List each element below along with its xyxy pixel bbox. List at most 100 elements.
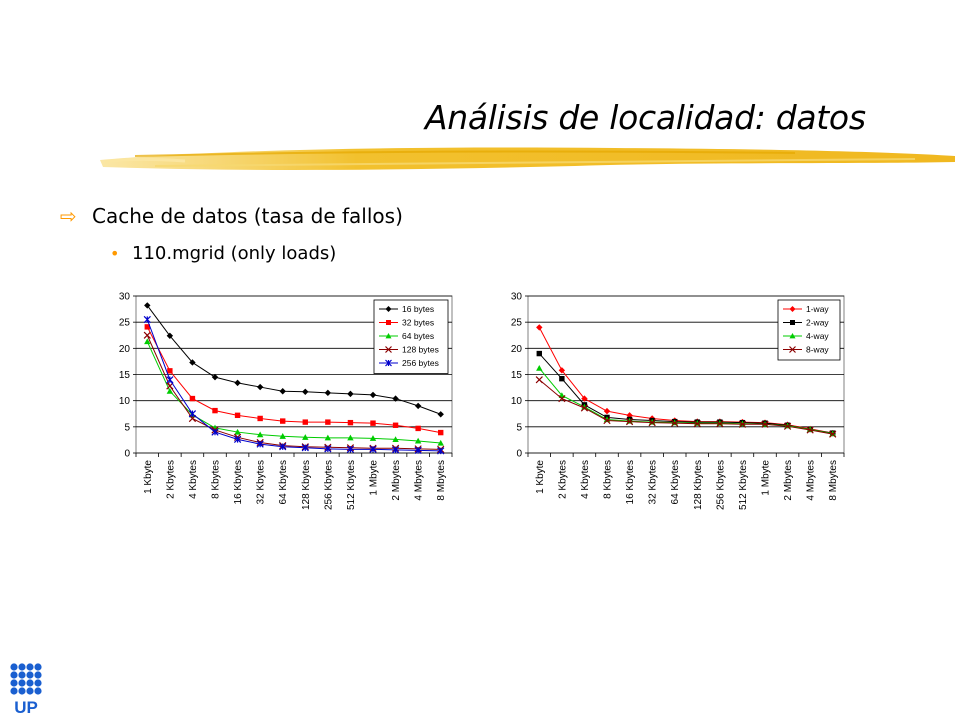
series-256-bytes (143, 315, 445, 455)
bullet-level1: ⇨ Cache de datos (tasa de fallos) (60, 204, 403, 228)
x-tick-label: 8 Mbytes (436, 460, 447, 501)
data-point (414, 437, 422, 444)
chart-associativity: 0 5 10 15 20 25 30 1 Kbyte 2 Kbytes 4 Kbytes 8 Kby… (511, 292, 845, 510)
data-point (806, 426, 814, 434)
y-tick-label: 10 (511, 396, 523, 407)
data-point (166, 382, 174, 390)
data-point (437, 411, 444, 418)
x-tick-label: 4 Mbytes (414, 460, 425, 501)
y-tick-label: 10 (119, 396, 131, 407)
data-point (829, 430, 837, 438)
data-point (558, 394, 566, 403)
legend-marker (789, 333, 796, 339)
legend: 16 bytes 32 bytes 64 bytes 128 bytes 256 byt… (373, 299, 449, 374)
logo-text: UP (14, 698, 38, 716)
data-point (369, 445, 377, 453)
legend-marker (789, 306, 796, 312)
y-tick-label: 25 (119, 318, 131, 329)
data-point (580, 404, 589, 412)
data-point (414, 402, 422, 410)
x-tick-label: 8 Kbytes (211, 460, 222, 499)
data-point (391, 446, 400, 454)
x-tick-label: 1 Mbyte (369, 460, 380, 496)
data-point (256, 440, 264, 448)
x-tick-label: 16 Kbytes (625, 460, 636, 504)
x-tick-label: 2 Mbytes (783, 460, 794, 501)
series-line (146, 319, 441, 452)
series-line (146, 305, 441, 415)
legend-marker (385, 346, 392, 353)
legend-marker (386, 320, 391, 325)
chart-line-size: 0 5 10 15 20 25 30 1 Kbyte 2 Kbytes 4 Kbytes 8 Kby… (119, 292, 453, 510)
data-point (211, 373, 219, 381)
data-point (536, 365, 543, 371)
x-tick-label: 64 Kbytes (670, 460, 681, 504)
data-point (625, 417, 634, 426)
legend-label: 128 bytes (402, 345, 439, 355)
data-point (144, 324, 150, 330)
data-point (761, 420, 769, 428)
series-line (146, 326, 441, 434)
data-point (438, 429, 444, 436)
legend-label: 2-way (806, 318, 829, 328)
data-point (144, 338, 151, 345)
data-point (369, 435, 377, 441)
data-point (167, 368, 173, 374)
data-point (233, 435, 242, 444)
data-point (166, 376, 174, 384)
y-tick-label: 0 (516, 449, 522, 460)
x-tick-label: 1 Kbyte (143, 460, 154, 494)
data-point (166, 332, 174, 339)
data-point (212, 407, 218, 414)
series-line (538, 353, 833, 434)
data-point (302, 419, 308, 425)
data-point (716, 420, 724, 428)
data-point (143, 315, 151, 324)
data-point (280, 418, 286, 424)
y-tick-label: 15 (119, 370, 131, 381)
data-point (783, 422, 792, 430)
legend-marker (385, 333, 392, 339)
bullet2-text: 110.mgrid (only loads) (132, 243, 337, 264)
legend-label: 8-way (806, 345, 829, 355)
x-tick-label: 1 Kbyte (535, 460, 546, 494)
x-tick-label: 16 Kbytes (233, 460, 244, 504)
data-point (347, 419, 354, 426)
data-point (370, 420, 376, 426)
y-tick-label: 20 (119, 344, 131, 355)
brush-stroke-divider (100, 147, 955, 170)
data-point (671, 419, 679, 427)
data-point (302, 434, 309, 440)
legend-marker (789, 346, 796, 353)
data-point (166, 388, 174, 394)
legend-label: 256 bytes (402, 358, 439, 368)
legend: 1-way 2-way 4-way 8-way (777, 299, 841, 361)
data-point (189, 395, 196, 402)
x-tick-label: 32 Kbytes (648, 460, 659, 504)
y-tick-label: 20 (511, 344, 523, 355)
y-tick-label: 30 (511, 292, 523, 303)
series-line (538, 327, 833, 434)
data-point (536, 350, 542, 357)
data-point (279, 388, 286, 395)
x-tick-label: 512 Kbytes (346, 460, 357, 510)
x-tick-label: 256 Kbytes (323, 460, 334, 510)
data-point (392, 422, 399, 428)
legend-label: 32 bytes (402, 318, 434, 328)
bullet1-text: Cache de datos (tasa de fallos) (92, 204, 403, 228)
data-point (414, 446, 422, 455)
data-point (257, 415, 263, 422)
x-tick-label: 2 Kbytes (165, 460, 176, 499)
data-point (324, 389, 332, 397)
x-tick-label: 128 Kbytes (693, 460, 704, 510)
data-point (437, 439, 444, 446)
data-point (437, 447, 445, 455)
data-point (143, 331, 151, 339)
data-point (144, 302, 151, 309)
data-point (346, 445, 355, 453)
x-tick-label: 512 Kbytes (738, 460, 749, 510)
slide-title: Análisis de localidad: datos (425, 98, 866, 137)
data-point (301, 444, 309, 452)
y-tick-label: 5 (124, 422, 130, 433)
data-point (279, 433, 286, 439)
